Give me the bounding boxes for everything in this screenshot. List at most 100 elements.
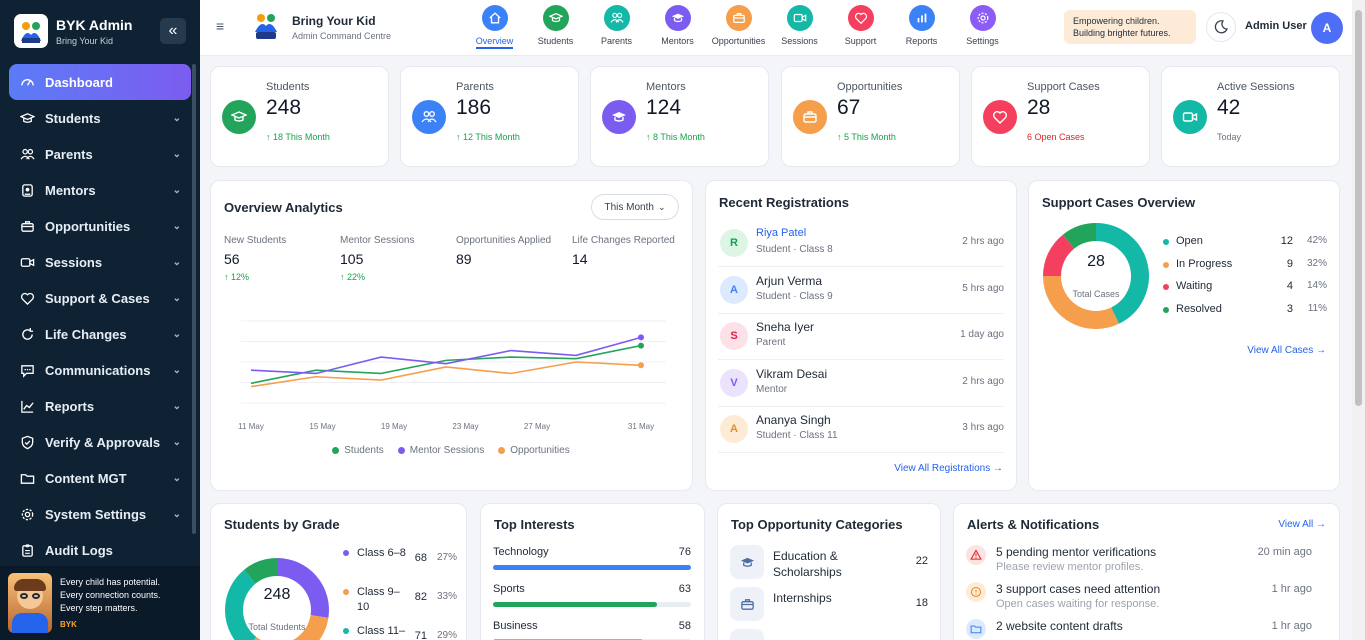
sidebar-item-communications[interactable]: Communications ⌄	[9, 352, 191, 388]
stat-label: Mentors	[646, 81, 686, 93]
opportunity-category-row[interactable]	[730, 629, 928, 640]
view-all-alerts-link[interactable]: View All →	[1278, 519, 1326, 530]
registration-row[interactable]: S Sneha Iyer Parent 1 day ago	[718, 314, 1004, 360]
hamburger-menu-icon[interactable]: ≡	[216, 18, 225, 34]
tab-students[interactable]: Students	[525, 0, 586, 56]
registration-row[interactable]: R Riya Patel Student · Class 8 2 hrs ago	[718, 221, 1004, 267]
stat-card-parents[interactable]: Parents 186 ↑ 12 This Month	[400, 66, 579, 167]
sidebar-item-life-changes[interactable]: Life Changes ⌄	[9, 316, 191, 352]
tab-sessions[interactable]: Sessions	[769, 0, 830, 56]
sidebar-item-support-cases[interactable]: Support & Cases ⌄	[9, 280, 191, 316]
tab-opportunities[interactable]: Opportunities	[708, 0, 769, 56]
user-name[interactable]: Admin User	[1245, 20, 1307, 32]
period-dropdown[interactable]: This Month ⌄	[591, 194, 679, 220]
alerts-title: Alerts & Notifications	[967, 517, 1100, 532]
legend-item[interactable]: Mentor Sessions	[397, 445, 484, 456]
alert-row[interactable]: 2 website content drafts 1 hr ago	[966, 619, 1312, 640]
grade-donut-slice[interactable]	[225, 569, 257, 640]
stat-card-active-sessions[interactable]: Active Sessions 42 Today	[1161, 66, 1340, 167]
metric-value: 89	[456, 251, 472, 267]
sidebar-item-dashboard[interactable]: Dashboard	[9, 64, 191, 100]
series-end-point[interactable]	[638, 334, 644, 341]
support-donut-slice[interactable]	[1043, 275, 1119, 329]
chat-icon	[20, 364, 34, 378]
alert-title: 5 pending mentor verifications	[996, 545, 1157, 559]
registration-row[interactable]: V Vikram Desai Mentor 2 hrs ago	[718, 361, 1004, 407]
sidebar-item-label: Life Changes	[45, 326, 127, 342]
mortarboard-icon	[740, 557, 754, 567]
grade-donut-slice[interactable]	[276, 558, 329, 618]
sidebar-item-students[interactable]: Students ⌄	[9, 100, 191, 136]
support-donut-slice[interactable]	[1062, 223, 1097, 249]
status-percent: 11%	[1307, 302, 1327, 314]
stat-card-mentors[interactable]: Mentors 124 ↑ 8 This Month	[590, 66, 769, 167]
sidebar-item-system-settings[interactable]: System Settings ⌄	[9, 496, 191, 532]
sidebar-item-reports[interactable]: Reports ⌄	[9, 388, 191, 424]
grades-total-label: Total Students	[248, 622, 306, 632]
sidebar-item-parents[interactable]: Parents ⌄	[9, 136, 191, 172]
sidebar-item-audit-logs[interactable]: Audit Logs	[9, 532, 191, 568]
folder-icon	[20, 473, 34, 484]
interest-name: Technology	[493, 546, 549, 558]
opportunity-category-row[interactable]: Education & Scholarships 22	[730, 545, 928, 581]
alert-time: 1 hr ago	[1271, 583, 1312, 595]
registrant-name[interactable]: Riya Patel	[756, 227, 807, 239]
alert-row[interactable]: 5 pending mentor verifications Please re…	[966, 545, 1312, 581]
user-avatar[interactable]: A	[1311, 12, 1343, 44]
tab-parents[interactable]: Parents	[586, 0, 647, 56]
tab-overview[interactable]: Overview	[464, 0, 525, 56]
view-all-registrations-link[interactable]: View All Registrations →	[894, 463, 1003, 474]
briefcase-icon	[20, 220, 34, 232]
series-line-students	[250, 344, 642, 385]
avatar: R	[720, 229, 748, 257]
kid-illustration	[8, 573, 52, 633]
grade-donut-slice[interactable]	[251, 614, 329, 640]
stat-card-support-cases[interactable]: Support Cases 28 6 Open Cases	[971, 66, 1150, 167]
series-line-mentor-sessions	[250, 336, 642, 375]
opportunity-category-row[interactable]: Internships 18	[730, 587, 928, 623]
sidebar-scrollbar[interactable]	[192, 64, 196, 534]
tab-support[interactable]: Support	[830, 0, 891, 56]
sidebar-item-verify-approvals[interactable]: Verify & Approvals ⌄	[9, 424, 191, 460]
legend-item[interactable]: Opportunities	[498, 445, 570, 456]
support-donut-slice[interactable]	[1095, 223, 1149, 324]
analytics-line-chart: 11 May 15 May 19 May 23 May 27 May 31 May	[238, 320, 666, 431]
series-end-point[interactable]	[638, 362, 644, 369]
page-scrollbar[interactable]	[1352, 0, 1365, 640]
sidebar-item-content-mgt[interactable]: Content MGT ⌄	[9, 460, 191, 496]
support-status-row[interactable]: Resolved 3 11%	[1163, 303, 1327, 319]
category-name: Education & Scholarships	[773, 549, 842, 579]
tab-mentors[interactable]: Mentors	[647, 0, 708, 56]
alert-row[interactable]: 3 support cases need attention Open case…	[966, 582, 1312, 618]
legend-item[interactable]: Students	[332, 445, 384, 456]
sidebar-item-label: Audit Logs	[45, 542, 113, 558]
support-status-row[interactable]: Waiting 4 14%	[1163, 280, 1327, 296]
brand-logo[interactable]	[14, 14, 48, 48]
x-tick-label: 15 May	[309, 422, 335, 431]
dark-mode-toggle[interactable]	[1206, 12, 1236, 42]
sidebar-item-sessions[interactable]: Sessions ⌄	[9, 244, 191, 280]
stat-card-opportunities[interactable]: Opportunities 67 ↑ 5 This Month	[781, 66, 960, 167]
top-brand-logo[interactable]	[252, 10, 280, 42]
stat-value: 248	[266, 96, 302, 119]
registration-row[interactable]: A Ananya Singh Student · Class 11 3 hrs …	[718, 407, 1004, 453]
sidebar-item-mentors[interactable]: Mentors ⌄	[9, 172, 191, 208]
tab-reports[interactable]: Reports	[891, 0, 952, 56]
grade-percent: 33%	[436, 591, 457, 602]
support-status-row[interactable]: Open 12 42%	[1163, 235, 1327, 251]
view-all-cases-link[interactable]: View All Cases →	[1247, 345, 1326, 356]
stat-card-students[interactable]: Students 248 ↑ 18 This Month	[210, 66, 389, 167]
grade-dot	[343, 589, 349, 595]
sidebar-item-opportunities[interactable]: Opportunities ⌄	[9, 208, 191, 244]
collapse-sidebar-button[interactable]: «	[160, 18, 186, 44]
registration-row[interactable]: A Arjun Verma Student · Class 9 5 hrs ag…	[718, 268, 1004, 314]
stat-subtext: ↑ 18 This Month	[266, 132, 330, 142]
series-end-point[interactable]	[638, 342, 644, 349]
grade-donut-slice[interactable]	[244, 558, 278, 584]
grade-donut-chart	[225, 558, 329, 640]
id-badge-icon	[21, 183, 33, 197]
page-scrollbar-thumb[interactable]	[1355, 10, 1362, 406]
tab-settings[interactable]: Settings	[952, 0, 1013, 56]
support-donut-slice[interactable]	[1043, 234, 1075, 277]
support-status-row[interactable]: In Progress 9 32%	[1163, 258, 1327, 274]
